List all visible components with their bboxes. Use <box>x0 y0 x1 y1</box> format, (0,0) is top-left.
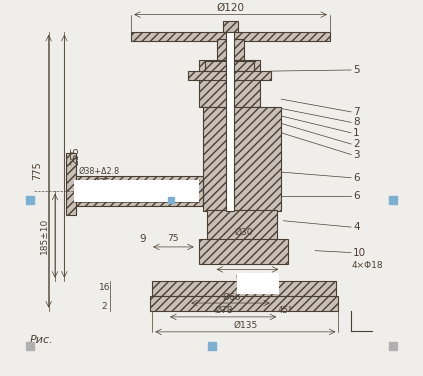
Text: Ø38+Δ2.8: Ø38+Δ2.8 <box>78 167 119 176</box>
Text: 4: 4 <box>353 222 360 232</box>
Bar <box>131 32 330 41</box>
Bar <box>223 21 238 32</box>
Text: 2: 2 <box>102 302 107 311</box>
Text: Ø30: Ø30 <box>235 227 253 237</box>
Text: 45°: 45° <box>277 306 292 315</box>
Text: 3: 3 <box>353 150 360 159</box>
Bar <box>226 32 234 211</box>
Bar <box>203 107 281 211</box>
Bar <box>150 296 338 311</box>
Text: 185±10: 185±10 <box>40 218 49 254</box>
Text: 2: 2 <box>353 139 360 149</box>
Bar <box>237 273 279 294</box>
Text: Ø78: Ø78 <box>215 306 233 315</box>
Text: 16: 16 <box>99 283 111 292</box>
Text: Ø135: Ø135 <box>233 321 258 330</box>
Text: 9: 9 <box>140 235 146 244</box>
Text: Рис.: Рис. <box>30 335 53 346</box>
Text: 75: 75 <box>168 234 179 243</box>
Text: Ø66: Ø66 <box>222 293 241 302</box>
Bar <box>205 61 254 71</box>
Bar <box>199 60 260 107</box>
Text: Ø120: Ø120 <box>217 2 244 12</box>
Bar <box>74 180 199 202</box>
Bar <box>207 209 277 241</box>
Bar <box>66 153 76 215</box>
Text: 1: 1 <box>353 128 360 138</box>
Text: Ø100: Ø100 <box>235 273 260 282</box>
Text: 6: 6 <box>353 173 360 183</box>
Text: 6: 6 <box>353 191 360 202</box>
Bar <box>188 71 271 80</box>
Text: 8: 8 <box>353 117 360 127</box>
Bar <box>68 176 203 206</box>
Text: 4×Φ18: 4×Φ18 <box>352 261 384 270</box>
Text: 775: 775 <box>32 161 42 180</box>
Bar <box>217 39 244 60</box>
Text: 5: 5 <box>353 65 360 75</box>
Text: 10: 10 <box>353 247 366 258</box>
Text: Ø35: Ø35 <box>93 178 112 187</box>
Text: 7: 7 <box>353 107 360 117</box>
Bar <box>152 280 336 296</box>
Bar <box>199 240 288 264</box>
Text: 255: 255 <box>70 146 80 165</box>
